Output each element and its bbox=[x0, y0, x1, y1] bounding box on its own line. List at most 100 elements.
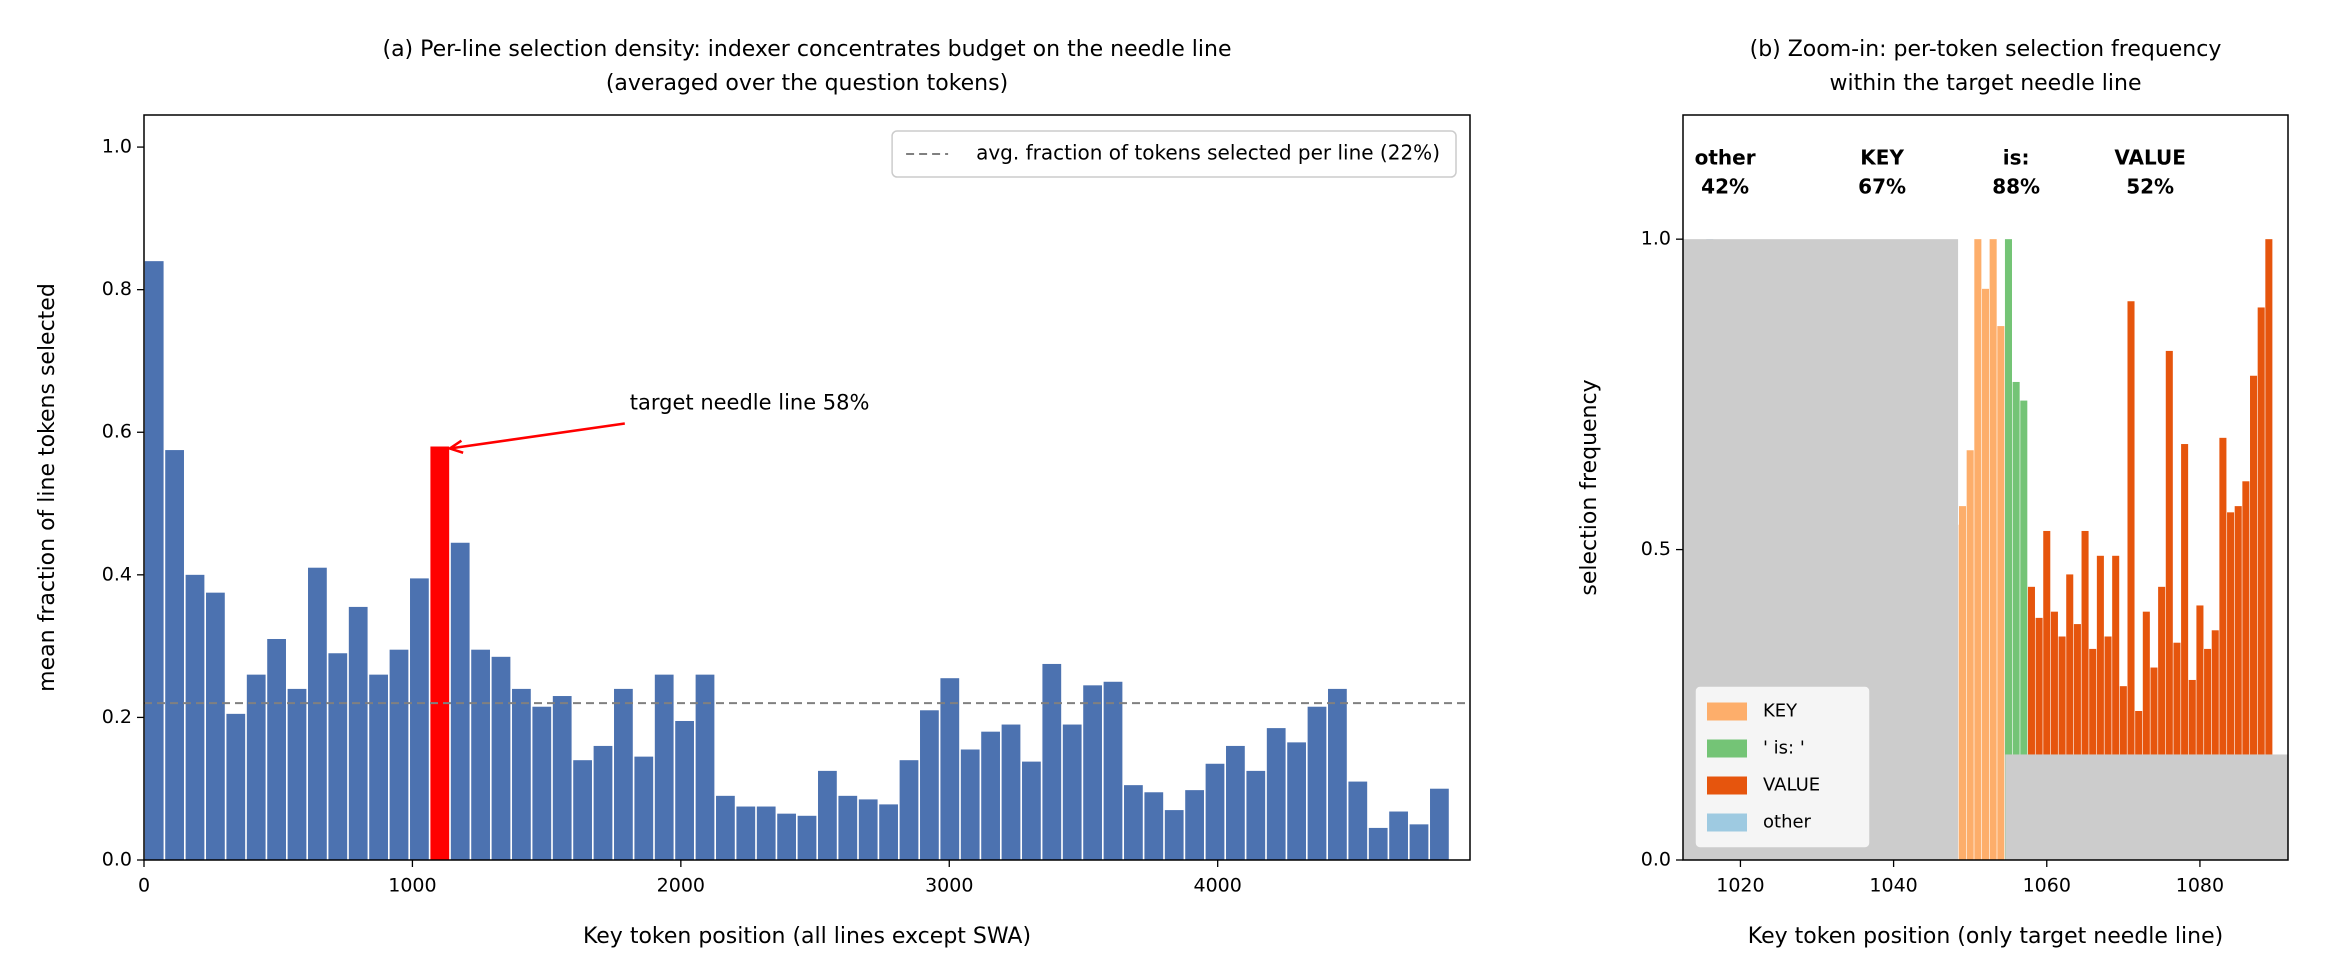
bar bbox=[1997, 326, 2005, 860]
axes-frame bbox=[1682, 114, 2289, 861]
bar bbox=[471, 649, 490, 860]
x-tick-label: 2000 bbox=[657, 875, 705, 897]
y-tick-label: 0.8 bbox=[102, 278, 132, 300]
bar bbox=[552, 696, 572, 860]
bar bbox=[2127, 301, 2135, 860]
bar bbox=[267, 638, 286, 860]
bar bbox=[2112, 555, 2120, 860]
bar bbox=[2158, 586, 2166, 860]
x-tick-label: 1040 bbox=[1869, 875, 1917, 897]
y-tick-label: 0.6 bbox=[102, 421, 132, 443]
x-axis-label: Key token position (only target needle l… bbox=[1748, 924, 2223, 949]
bar bbox=[1042, 663, 1062, 860]
bar bbox=[2219, 437, 2227, 860]
bar bbox=[675, 720, 694, 860]
bar bbox=[1966, 450, 1974, 860]
bar bbox=[593, 745, 613, 860]
bar bbox=[2173, 642, 2181, 860]
bar bbox=[1226, 745, 1245, 860]
y-tick-label: 0.4 bbox=[102, 563, 132, 585]
legend-box bbox=[891, 130, 1457, 178]
legend-swatch bbox=[1707, 739, 1747, 758]
bar bbox=[2196, 605, 2204, 860]
bar bbox=[797, 815, 817, 860]
bar bbox=[756, 806, 776, 860]
bar bbox=[1266, 728, 1286, 860]
bar bbox=[2265, 239, 2273, 860]
group-value: 42% bbox=[1701, 175, 1749, 199]
bar bbox=[818, 770, 837, 860]
bar bbox=[2050, 611, 2058, 860]
y-axis-label: selection frequency bbox=[1577, 379, 1602, 595]
bar bbox=[716, 795, 735, 860]
bar bbox=[2004, 239, 2012, 860]
bar bbox=[614, 688, 633, 860]
bar bbox=[2181, 444, 2189, 860]
y-tick-label: 0.5 bbox=[1641, 538, 1671, 560]
bar bbox=[308, 567, 327, 860]
chart-title: (b) Zoom-in: per-token selection frequen… bbox=[1750, 37, 2222, 62]
y-axis-label: mean fraction of line tokens selected bbox=[35, 283, 60, 692]
bar bbox=[1981, 288, 1990, 860]
bar bbox=[1959, 506, 1967, 860]
group-value: 88% bbox=[1992, 175, 2040, 199]
bar bbox=[858, 799, 878, 860]
bar bbox=[1368, 827, 1388, 860]
bar bbox=[2066, 574, 2074, 860]
group-label: other bbox=[1695, 146, 1756, 170]
chart-title: within the target needle line bbox=[1829, 71, 2141, 96]
bar bbox=[920, 710, 939, 860]
bar bbox=[940, 678, 960, 860]
y-tick-label: 0.0 bbox=[102, 849, 132, 871]
bar bbox=[736, 806, 756, 860]
bar bbox=[144, 261, 164, 860]
bar bbox=[2020, 400, 2028, 860]
bar bbox=[2073, 624, 2081, 860]
bar bbox=[185, 574, 205, 860]
bar bbox=[2227, 512, 2235, 860]
legend-label: VALUE bbox=[1763, 775, 1820, 796]
y-tick-label: 0.2 bbox=[102, 706, 132, 728]
bar bbox=[1001, 724, 1021, 860]
chart-title: (averaged over the question tokens) bbox=[606, 71, 1008, 96]
annotation-arrowhead bbox=[446, 439, 464, 454]
bar bbox=[695, 674, 715, 860]
bar bbox=[1246, 770, 1266, 860]
group-value: 67% bbox=[1858, 175, 1906, 199]
group-value: 52% bbox=[2126, 175, 2174, 199]
axes-frame bbox=[143, 114, 1471, 861]
bar bbox=[369, 674, 388, 860]
chart-title: (a) Per-line selection density: indexer … bbox=[382, 37, 1231, 62]
legend-label: other bbox=[1763, 812, 1812, 833]
legend-swatch bbox=[1707, 702, 1747, 721]
bar bbox=[981, 731, 1000, 860]
bar bbox=[246, 674, 266, 860]
bar bbox=[1328, 688, 1347, 860]
bar bbox=[165, 450, 184, 860]
bar bbox=[2250, 375, 2258, 860]
bar bbox=[1430, 788, 1449, 860]
bar bbox=[2005, 754, 2288, 860]
bar bbox=[2027, 586, 2035, 860]
y-tick-label: 1.0 bbox=[102, 136, 132, 158]
bar bbox=[1389, 811, 1408, 860]
x-tick-label: 3000 bbox=[925, 875, 973, 897]
bar bbox=[1989, 239, 1997, 860]
bar bbox=[1083, 685, 1102, 860]
bar bbox=[1022, 761, 1041, 860]
group-label: KEY bbox=[1860, 146, 1904, 170]
x-tick-label: 0 bbox=[138, 875, 150, 897]
bar bbox=[2234, 506, 2242, 860]
plot-area bbox=[1683, 239, 2288, 860]
legend: KEY ' is: ' VALUE other bbox=[1694, 685, 1871, 849]
legend-swatch bbox=[1707, 776, 1747, 795]
bar bbox=[1974, 239, 1982, 860]
bar bbox=[2165, 350, 2173, 860]
bar bbox=[777, 813, 796, 860]
bar bbox=[1185, 790, 1204, 860]
bar bbox=[287, 688, 307, 860]
bar bbox=[2242, 481, 2250, 860]
bar bbox=[1307, 706, 1327, 860]
group-label: is: bbox=[2003, 146, 2030, 170]
